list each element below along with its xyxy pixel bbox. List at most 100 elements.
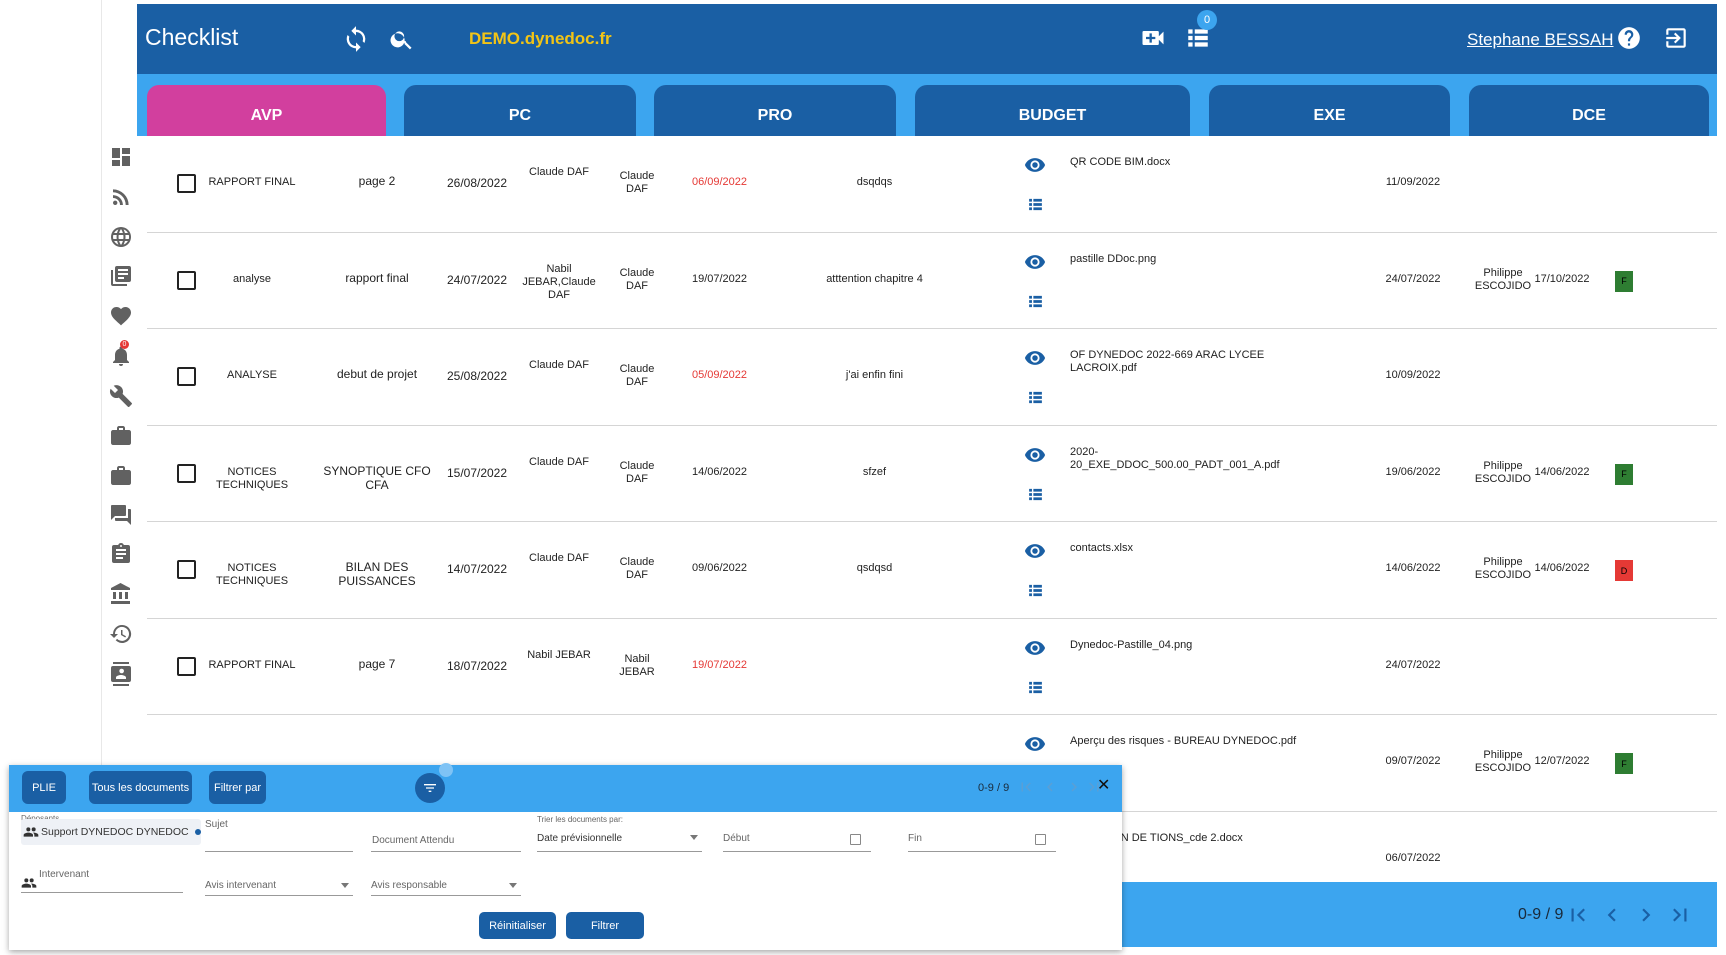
cell-comment: j'ai enfin fini xyxy=(845,369,904,381)
eye-icon[interactable] xyxy=(1024,154,1046,181)
cell-responsable: Philippe ESCOJIDO xyxy=(1474,556,1532,581)
bell-icon[interactable] xyxy=(108,343,134,369)
cell-responsable: Philippe ESCOJIDO xyxy=(1474,459,1532,485)
sujet-field[interactable]: Sujet xyxy=(205,819,353,852)
debut-date-field[interactable]: Début xyxy=(723,825,871,852)
row-checkbox[interactable] xyxy=(177,560,196,579)
eye-icon[interactable] xyxy=(1024,733,1046,760)
cell-date-3: 14/06/2022 xyxy=(1534,465,1590,478)
cell-file-name[interactable]: 2020-20_EXE_DDOC_500.00_PADT_001_A.pdf xyxy=(1070,445,1280,471)
all-documents-button[interactable]: Tous les documents xyxy=(89,771,192,804)
cell-date-3: 14/06/2022 xyxy=(1534,562,1590,574)
tab-dce[interactable]: DCE xyxy=(1469,85,1709,136)
briefcase-icon[interactable] xyxy=(108,423,134,449)
cell-intervenant: Claude DAF xyxy=(619,170,655,195)
row-checkbox[interactable] xyxy=(177,270,196,290)
history-icon[interactable] xyxy=(108,621,134,647)
contacts-icon[interactable] xyxy=(108,661,134,687)
calendar-icon[interactable] xyxy=(1035,834,1046,845)
cell-date-2: 19/06/2022 xyxy=(1385,465,1441,478)
list-icon[interactable] xyxy=(1027,582,1044,604)
dashboard-icon[interactable] xyxy=(108,144,134,170)
cell-date-2: 24/07/2022 xyxy=(1385,658,1441,671)
sort-select[interactable]: Trier les documents par: Date prévisionn… xyxy=(537,815,702,852)
sort-label: Trier les documents par: xyxy=(537,815,623,824)
search-icon[interactable] xyxy=(387,24,417,54)
tab-pro[interactable]: PRO xyxy=(654,85,896,136)
calendar-icon[interactable] xyxy=(850,834,861,845)
row-checkbox[interactable] xyxy=(177,656,196,676)
heart-icon[interactable] xyxy=(108,303,134,329)
eye-icon[interactable] xyxy=(1024,637,1046,664)
fin-date-field[interactable]: Fin xyxy=(908,825,1056,852)
table-row[interactable]: RAPPORT FINAL page 2 26/08/2022 Claude DAF C… xyxy=(147,136,1717,231)
video-call-icon[interactable] xyxy=(1137,24,1169,52)
cell-intervenant: Nabil JEBAR xyxy=(619,652,655,678)
list-icon[interactable] xyxy=(1027,196,1044,218)
tab-avp[interactable]: AVP xyxy=(147,85,386,136)
tab-budget[interactable]: BUDGET xyxy=(915,85,1190,136)
next-page-icon[interactable] xyxy=(1633,902,1659,933)
deposants-chip[interactable]: Support DYNEDOC DYNEDOC xyxy=(21,819,201,845)
list-icon[interactable] xyxy=(1027,486,1044,508)
filter-by-button[interactable]: Filtrer par xyxy=(209,771,266,804)
rss-icon[interactable] xyxy=(108,184,134,210)
prev-page-icon[interactable] xyxy=(1041,778,1059,801)
prev-page-icon[interactable] xyxy=(1599,902,1625,933)
first-page-icon[interactable] xyxy=(1017,778,1035,801)
cell-file-name[interactable]: pastille DDoc.png xyxy=(1070,252,1157,265)
logout-icon[interactable] xyxy=(1661,24,1691,52)
cell-file-name[interactable]: Dynedoc-Pastille_04.png xyxy=(1070,638,1193,651)
close-icon[interactable]: ✕ xyxy=(1097,777,1111,794)
first-page-icon[interactable] xyxy=(1565,902,1591,933)
eye-icon[interactable] xyxy=(1024,251,1046,278)
apply-filter-button[interactable]: Filtrer xyxy=(566,912,644,939)
reset-button[interactable]: Réinitialiser xyxy=(479,912,556,939)
tab-pc[interactable]: PC xyxy=(404,85,636,136)
cell-type: RAPPORT FINAL xyxy=(208,176,296,188)
row-checkbox[interactable] xyxy=(177,463,196,483)
last-page-icon[interactable] xyxy=(1667,902,1693,933)
cell-file-name[interactable]: contacts.xlsx xyxy=(1070,542,1133,554)
table-row[interactable]: ANALYSE debut de projet 25/08/2022 Claude D… xyxy=(147,328,1717,424)
cell-file-name[interactable]: QR CODE BIM.docx xyxy=(1070,156,1171,168)
plie-button[interactable]: PLIE xyxy=(22,771,66,804)
next-page-icon[interactable] xyxy=(1065,778,1083,801)
intervenant-field[interactable]: Intervenant xyxy=(21,865,183,893)
eye-icon[interactable] xyxy=(1024,347,1046,374)
table-row[interactable]: analyse rapport final 24/07/2022 Nabil JEBA… xyxy=(147,231,1717,328)
briefcase-icon[interactable] xyxy=(108,463,134,489)
document-attendu-field[interactable]: Document Attendu xyxy=(371,825,521,852)
table-row[interactable]: NOTICES TECHNIQUES BILAN DES PUISSANCES 14… xyxy=(147,521,1717,617)
user-name-link[interactable]: Stephane BESSAH xyxy=(1467,30,1614,49)
tab-exe[interactable]: EXE xyxy=(1209,85,1450,136)
wrench-icon[interactable] xyxy=(108,383,134,409)
cell-due-date: 19/07/2022 xyxy=(691,658,748,671)
clipboard-icon[interactable] xyxy=(108,541,134,567)
filter-funnel-icon[interactable] xyxy=(415,773,445,803)
table-row[interactable]: NOTICES TECHNIQUES SYNOPTIQUE CFO CFA 15/0… xyxy=(147,424,1717,521)
forum-icon[interactable] xyxy=(108,502,134,528)
globe-icon[interactable] xyxy=(108,224,134,250)
cell-file-name[interactable]: Aperçu des risques - BUREAU DYNEDOC.pdf xyxy=(1070,735,1297,747)
last-page-icon[interactable] xyxy=(1085,778,1103,801)
sync-icon[interactable] xyxy=(341,24,371,54)
chevron-down-icon xyxy=(509,883,517,888)
row-checkbox[interactable] xyxy=(177,174,196,193)
row-checkbox[interactable] xyxy=(177,367,196,386)
domain-link[interactable]: DEMO.dynedoc.fr xyxy=(469,29,612,48)
library-icon[interactable] xyxy=(108,263,134,289)
help-icon[interactable] xyxy=(1615,24,1643,52)
bank-icon[interactable] xyxy=(108,581,134,607)
list-icon[interactable] xyxy=(1027,389,1044,411)
table-row[interactable]: RAPPORT FINAL page 7 18/07/2022 Nabil JEBAR… xyxy=(147,617,1717,714)
eye-icon[interactable] xyxy=(1024,540,1046,567)
cell-file-name[interactable]: OF DYNEDOC 2022-669 ARAC LYCEE LACROIX.p… xyxy=(1070,349,1265,374)
list-icon[interactable] xyxy=(1183,24,1213,52)
avis-responsable-select[interactable]: Avis responsable xyxy=(371,869,521,896)
avis-intervenant-select[interactable]: Avis intervenant xyxy=(205,869,353,896)
eye-icon[interactable] xyxy=(1024,444,1046,471)
list-icon[interactable] xyxy=(1027,293,1044,315)
list-icon[interactable] xyxy=(1027,679,1044,701)
